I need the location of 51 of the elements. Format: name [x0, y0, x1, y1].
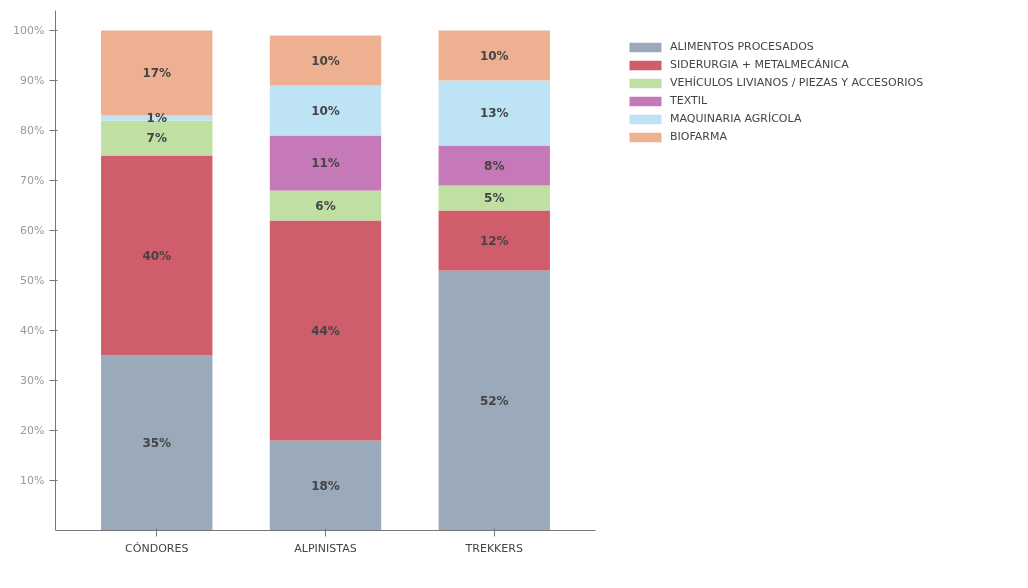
bar [269, 85, 382, 136]
data-label: 13% [479, 106, 509, 120]
bar [269, 135, 382, 191]
data-label: 44% [311, 323, 340, 338]
bar [438, 145, 550, 186]
data-label: 35% [142, 436, 172, 450]
legend-label: MAQUINARIA AGRÍCOLA [670, 112, 802, 125]
bar [269, 440, 382, 531]
bar [438, 30, 550, 81]
bar [269, 190, 382, 221]
y-tick-label: 50% [20, 274, 45, 287]
data-label: 11% [311, 156, 340, 170]
data-label: 10% [479, 48, 509, 63]
data-label: 1% [146, 111, 167, 125]
y-tick-label: 20% [20, 424, 45, 437]
y-tick-label: 30% [20, 374, 45, 387]
y-tick-label: 100% [13, 24, 45, 37]
bar [438, 270, 550, 531]
bar [269, 35, 382, 86]
bar [101, 355, 213, 531]
legend-label: ALIMENTOS PROCESADOS [670, 40, 814, 53]
x-tick-label: ALPINISTAS [294, 541, 357, 555]
y-tick-label: 40% [20, 324, 45, 337]
data-label: 17% [142, 66, 172, 80]
data-label: 10% [311, 103, 340, 118]
bar [438, 185, 550, 211]
x-tick-label: TREKKERS [464, 541, 523, 555]
data-label: 6% [315, 198, 336, 213]
y-tick-label: 10% [20, 474, 45, 487]
legend-label: TEXTIL [670, 94, 708, 107]
data-label: 5% [484, 191, 505, 205]
legend-label: SIDERURGIA + METALMECÁNICA [670, 58, 849, 71]
y-tick-label: 70% [20, 174, 45, 187]
data-label: 18% [311, 478, 340, 493]
bar [101, 120, 213, 156]
bar [438, 210, 550, 271]
data-label: 8% [484, 158, 505, 173]
data-label: 40% [142, 248, 172, 263]
legend-label: VEHÍCULOS LIVIANOS / PIEZAS Y ACCESORIOS [670, 76, 924, 89]
y-tick-label: 90% [20, 74, 45, 87]
bar [269, 220, 382, 441]
legend-label: BIOFARMA [670, 130, 727, 143]
data-label: 12% [479, 233, 509, 248]
bar [438, 80, 550, 146]
y-tick-label: 80% [20, 124, 45, 137]
x-tick-label: CÓNDORES [125, 541, 189, 555]
data-label: 52% [479, 393, 509, 408]
bar [101, 155, 213, 356]
y-tick-label: 60% [20, 224, 45, 237]
data-label: 7% [146, 131, 167, 145]
data-label: 10% [311, 53, 340, 68]
